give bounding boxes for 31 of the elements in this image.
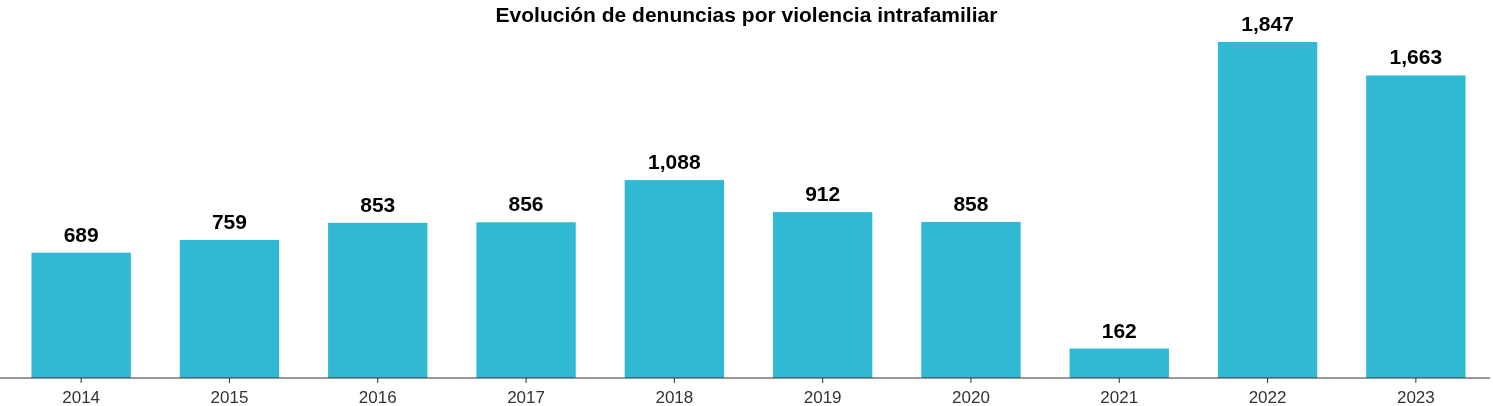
bar xyxy=(328,222,428,378)
bar xyxy=(1217,42,1318,378)
data-label: 162 xyxy=(1101,318,1137,342)
x-tick-label: 2021 xyxy=(1100,388,1139,406)
x-tick-label: 2015 xyxy=(210,388,249,406)
data-label: 1,088 xyxy=(648,150,701,174)
x-tick-label: 2014 xyxy=(62,388,101,406)
bar xyxy=(624,180,725,378)
data-label: 856 xyxy=(508,192,544,216)
bar xyxy=(31,252,131,378)
bar xyxy=(179,239,280,378)
data-label: 689 xyxy=(63,222,99,246)
data-label: 759 xyxy=(211,209,247,233)
bar xyxy=(476,222,576,378)
x-tick-label: 2019 xyxy=(803,388,842,406)
x-tick-label: 2018 xyxy=(655,388,694,406)
x-tick-label: 2017 xyxy=(507,388,545,406)
data-label: 858 xyxy=(953,191,989,215)
x-tick-label: 2022 xyxy=(1248,388,1287,406)
x-tick-label: 2023 xyxy=(1396,388,1435,406)
chart-title: Evolución de denuncias por violencia intrafamiliar xyxy=(495,3,998,26)
bar xyxy=(772,212,873,378)
bar xyxy=(1069,348,1169,378)
data-label: 1,847 xyxy=(1241,12,1294,35)
bar xyxy=(1366,75,1466,378)
x-tick-label: 2020 xyxy=(952,388,990,406)
data-label: 1,663 xyxy=(1389,45,1443,69)
bar xyxy=(921,221,1021,378)
data-label: 853 xyxy=(360,192,396,216)
x-tick-label: 2016 xyxy=(358,388,397,406)
data-label: 912 xyxy=(805,182,841,206)
